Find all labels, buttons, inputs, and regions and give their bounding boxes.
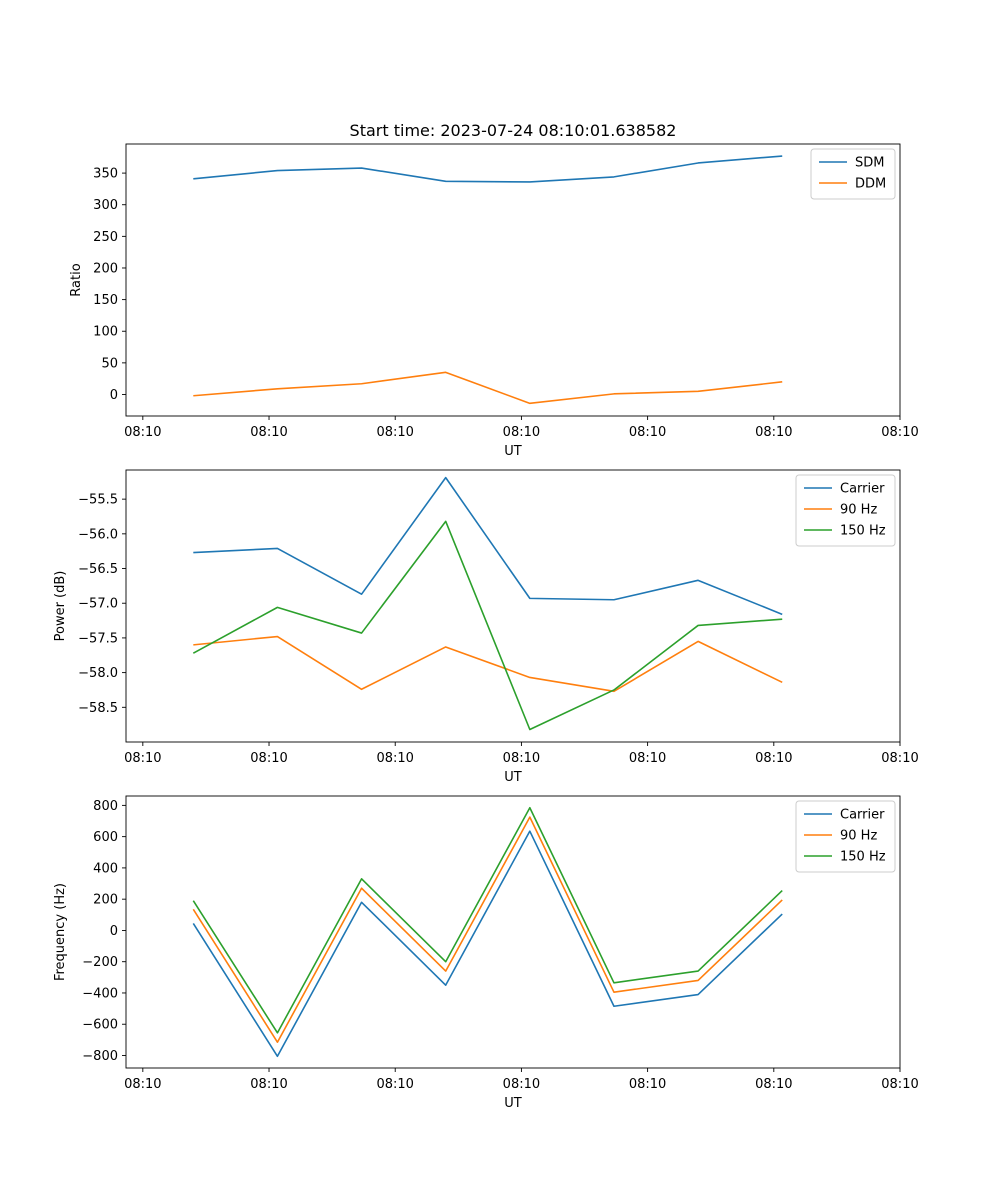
series-line-90-hz [192, 816, 783, 1044]
legend-label: 90 Hz [840, 829, 877, 844]
x-axis-label: UT [504, 1096, 522, 1111]
x-tick-label: 08:10 [629, 751, 666, 766]
y-tick-label: −400 [82, 986, 118, 1001]
y-tick-label: −800 [82, 1049, 118, 1064]
y-axis-label: Frequency (Hz) [53, 883, 68, 981]
legend: SDM DDM [810, 148, 896, 200]
y-tick-label: 150 [93, 293, 118, 308]
x-tick-label: 08:10 [755, 425, 792, 440]
y-tick-label: 350 [93, 167, 118, 182]
x-tick-label: 08:10 [881, 1077, 918, 1092]
y-tick-label: 800 [93, 799, 118, 814]
axes-frame [125, 795, 901, 1069]
x-tick-label: 08:10 [881, 425, 918, 440]
x-tick-label: 08:10 [503, 751, 540, 766]
axes-frame [125, 143, 901, 417]
y-tick-label: −58.5 [78, 701, 118, 716]
y-tick-label: −57.5 [78, 631, 118, 646]
y-tick-label: −58.0 [78, 666, 118, 681]
legend-label: 150 Hz [840, 850, 886, 865]
y-tick-label: −56.5 [78, 562, 118, 577]
series-line-carrier [193, 476, 783, 616]
series-group [193, 155, 783, 405]
y-tick-label: −56.0 [78, 527, 118, 542]
y-tick-label: 100 [93, 325, 118, 340]
x-tick-label: 08:10 [124, 751, 161, 766]
series-group [192, 476, 783, 731]
x-tick-label: 08:10 [503, 1077, 540, 1092]
legend-label: 150 Hz [840, 524, 886, 539]
x-tick-label: 08:10 [755, 751, 792, 766]
y-tick-label: 200 [93, 893, 118, 908]
x-tick-label: 08:10 [124, 425, 161, 440]
y-tick-label: 200 [93, 261, 118, 276]
frequency-subplot: 08:10 08:10 08:10 08:10 08:10 08:10 08:10 −800 −… [53, 795, 919, 1111]
legend-label: Carrier [840, 482, 885, 497]
series-group [192, 806, 783, 1058]
series-line-90-hz [193, 635, 783, 693]
legend: Carrier 90 Hz 150 Hz [795, 800, 896, 873]
series-line-sdm [193, 155, 783, 183]
x-axis-label: UT [504, 770, 522, 785]
series-line-ddm [193, 371, 783, 405]
x-tick-label: 08:10 [376, 1077, 413, 1092]
y-tick-label: −55.5 [78, 493, 118, 508]
x-tick-label: 08:10 [376, 751, 413, 766]
series-line-carrier [192, 830, 783, 1058]
x-tick-label: 08:10 [124, 1077, 161, 1092]
legend-label: 90 Hz [840, 503, 877, 518]
legend-label: DDM [855, 177, 886, 192]
y-tick-label: −600 [82, 1018, 118, 1033]
x-tick-label: 08:10 [250, 1077, 287, 1092]
x-tick-label: 08:10 [881, 751, 918, 766]
legend: Carrier 90 Hz 150 Hz [795, 474, 896, 547]
x-tick-label: 08:10 [503, 425, 540, 440]
y-tick-label: 600 [93, 830, 118, 845]
legend-box [795, 800, 896, 873]
series-line-150-hz [192, 806, 783, 1034]
legend-box [795, 474, 896, 547]
y-tick-label: 0 [110, 924, 118, 939]
y-axis-label: Power (dB) [53, 571, 68, 642]
x-axis-label: UT [504, 444, 522, 459]
power-subplot: 08:10 08:10 08:10 08:10 08:10 08:10 08:10 −58.5… [53, 469, 919, 785]
y-tick-label: 0 [110, 388, 118, 403]
ratio-subplot: 08:10 08:10 08:10 08:10 08:10 08:10 08:10 0 50 10… [69, 143, 919, 459]
y-tick-label: 50 [101, 356, 118, 371]
x-tick-label: 08:10 [250, 751, 287, 766]
y-axis-label: Ratio [69, 263, 84, 296]
y-tick-label: −200 [82, 955, 118, 970]
series-line-150-hz [192, 520, 783, 731]
x-tick-label: 08:10 [250, 425, 287, 440]
y-tick-label: 250 [93, 230, 118, 245]
x-tick-label: 08:10 [629, 425, 666, 440]
x-tick-label: 08:10 [376, 425, 413, 440]
figure-title: Start time: 2023-07-24 08:10:01.638582 [350, 121, 677, 140]
axes-frame [125, 469, 901, 743]
legend-label: Carrier [840, 808, 885, 823]
y-tick-label: 300 [93, 198, 118, 213]
legend-label: SDM [855, 156, 884, 171]
x-tick-label: 08:10 [629, 1077, 666, 1092]
y-tick-label: 400 [93, 861, 118, 876]
y-tick-label: −57.0 [78, 597, 118, 612]
x-tick-label: 08:10 [755, 1077, 792, 1092]
